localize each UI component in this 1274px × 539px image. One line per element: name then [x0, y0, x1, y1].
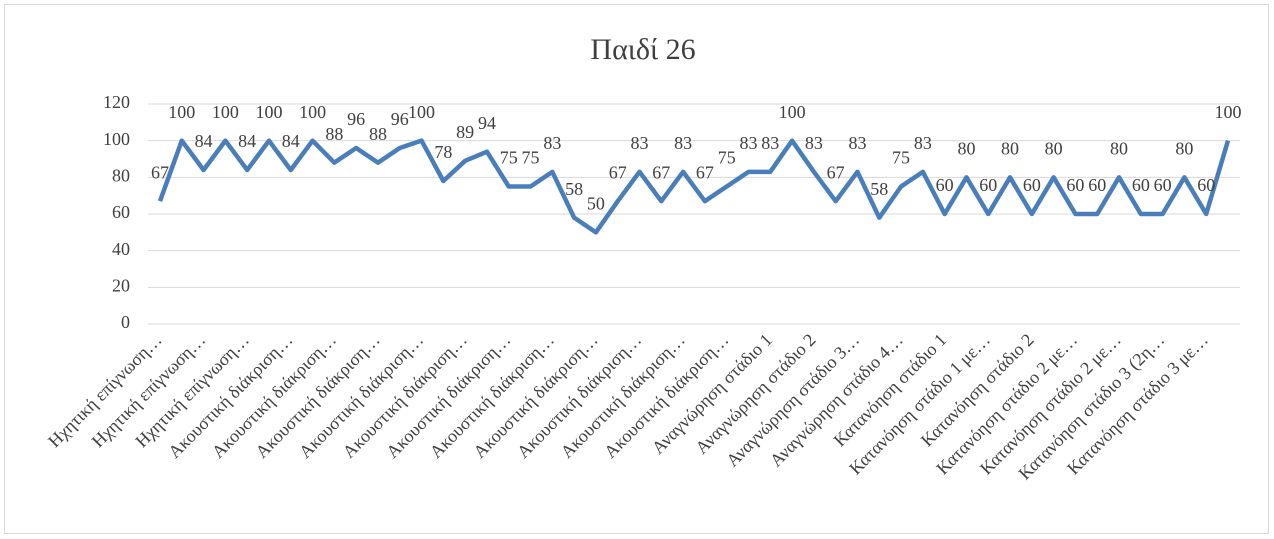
data-label: 60	[1197, 175, 1215, 195]
data-label: 100	[779, 102, 806, 122]
data-label: 58	[870, 179, 888, 199]
y-tick-label: 100	[103, 129, 130, 149]
y-tick-label: 20	[112, 275, 130, 295]
data-label: 83	[761, 133, 779, 153]
data-label: 84	[282, 131, 300, 151]
data-label: 83	[631, 133, 649, 153]
data-label: 67	[696, 162, 714, 182]
data-label: 96	[391, 109, 409, 129]
data-label: 80	[1001, 138, 1019, 158]
data-label: 84	[195, 131, 213, 151]
data-label: 80	[957, 138, 975, 158]
data-label: 50	[587, 193, 605, 213]
data-label: 88	[369, 124, 387, 144]
data-label: 89	[456, 122, 474, 142]
data-label: 100	[168, 102, 195, 122]
y-tick-label: 80	[112, 165, 130, 185]
y-tick-label: 60	[112, 202, 130, 222]
data-label: 94	[478, 113, 496, 133]
data-label: 83	[543, 133, 561, 153]
data-label: 75	[522, 148, 540, 168]
data-label: 80	[1110, 138, 1128, 158]
data-label: 67	[827, 162, 845, 182]
data-line	[157, 138, 1231, 235]
data-label: 100	[212, 102, 239, 122]
data-label: 100	[408, 102, 435, 122]
data-label: 67	[151, 162, 169, 182]
data-label: 83	[739, 133, 757, 153]
data-label: 67	[609, 162, 627, 182]
y-tick-label: 120	[103, 92, 130, 112]
data-label: 83	[848, 133, 866, 153]
y-tick-label: 40	[112, 239, 130, 259]
data-label: 96	[347, 109, 365, 129]
data-label: 75	[500, 148, 518, 168]
data-label: 60	[936, 175, 954, 195]
data-label: 80	[1045, 138, 1063, 158]
data-label: 84	[238, 131, 256, 151]
data-label: 60	[1088, 175, 1106, 195]
data-label: 67	[652, 162, 670, 182]
data-label: 100	[1215, 102, 1242, 122]
data-label: 60	[1132, 175, 1150, 195]
y-tick-label: 0	[121, 312, 130, 332]
data-label: 58	[565, 179, 583, 199]
data-label: 60	[1023, 175, 1041, 195]
chart-border	[4, 4, 1269, 534]
data-label: 78	[434, 142, 452, 162]
chart-title: Παιδί 26	[590, 33, 695, 66]
data-label: 60	[1154, 175, 1172, 195]
data-label: 75	[892, 148, 910, 168]
data-label: 100	[299, 102, 326, 122]
data-label: 80	[1175, 138, 1193, 158]
data-label: 83	[914, 133, 932, 153]
data-label: 75	[718, 148, 736, 168]
data-label: 60	[1066, 175, 1084, 195]
data-label: 83	[674, 133, 692, 153]
data-label: 88	[325, 124, 343, 144]
data-label: 60	[979, 175, 997, 195]
data-label: 100	[255, 102, 282, 122]
data-label: 83	[805, 133, 823, 153]
